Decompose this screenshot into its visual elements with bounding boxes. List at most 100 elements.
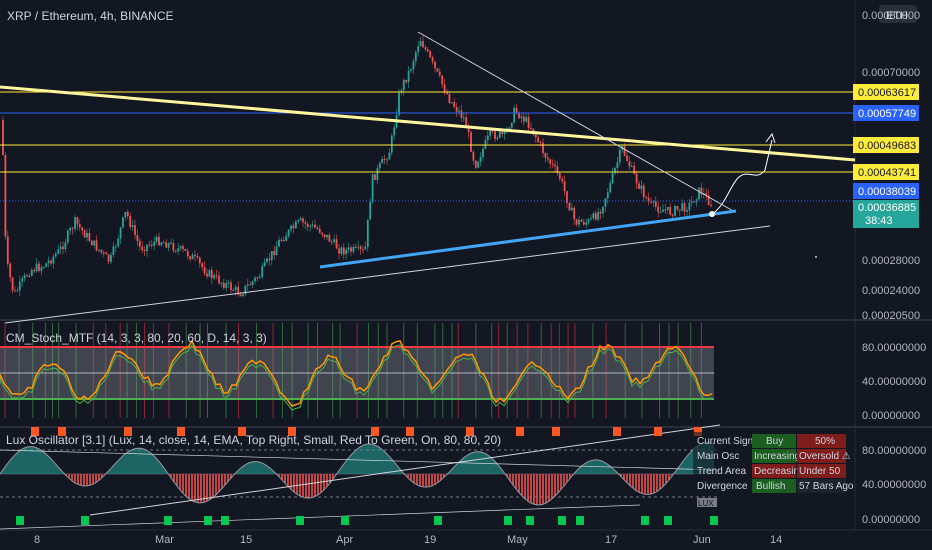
lux-dashboard: Current Signal Main Osc Trend Area Diver… [693,432,854,508]
candle [213,275,216,279]
candle [38,263,40,271]
buy-signal-icon [81,516,89,525]
price-pane[interactable]: XRP / Ethereum, 4h, BINANCE [0,9,856,324]
lux-divergence-line-3 [0,504,641,530]
candle [278,239,280,247]
candle [381,158,384,164]
candle [309,225,312,227]
lux-cell-osc-state-text: Oversold ⚠ [799,451,851,462]
candle [76,217,79,225]
candle [194,254,196,257]
candle [314,224,316,228]
candle [522,116,525,122]
candle [170,242,172,244]
candle [90,240,93,246]
candle [669,206,672,215]
candle [664,209,667,211]
candle [604,198,607,207]
currency-button[interactable] [879,5,917,23]
candle [623,145,626,156]
candle [556,166,559,174]
lux-cell-signal-text: Buy [766,436,783,447]
candle [542,142,544,154]
candle [292,225,295,229]
candle [138,240,141,247]
candle [654,201,657,207]
candle [2,120,4,155]
candle [561,178,564,182]
level-tag-1[interactable] [853,84,919,100]
lux-cell-trend-state-text: Under 50 [799,466,841,477]
candle [122,217,124,228]
candle [162,242,165,244]
projection-path[interactable] [711,139,773,215]
candle [273,251,276,256]
lux-cell-signal [752,434,796,448]
candle [434,61,436,69]
candle [66,230,69,243]
candle [249,284,252,286]
currency-label[interactable]: ETH [886,10,908,22]
buy-signal-icon [204,516,212,525]
candle [683,203,686,212]
candle [592,213,595,219]
lux-badge-text: LUX [698,499,714,508]
candle [455,106,458,112]
candle [489,130,492,136]
candle [405,79,408,83]
candle [52,256,55,264]
candle [294,221,297,229]
candle [369,202,372,220]
lux-cell-signal-pct-text: 50% [815,436,835,447]
candle [117,238,120,247]
stoch-tick-1: 40.00000000 [862,376,926,388]
level-tag-4[interactable] [853,164,919,180]
time-axis[interactable]: 8 Mar 15 Apr 19 May 17 Jun 14 [0,529,932,546]
candle [688,202,691,211]
candle [6,236,9,264]
candle [626,155,628,161]
blue-support-line[interactable] [319,209,737,269]
sell-signal-icon [124,427,132,436]
stoch-title: CM_Stoch_MTF (14, 3, 3, 80, 20, 60, D, 1… [6,331,267,345]
candle [402,79,405,91]
candle [261,266,264,277]
candle [150,244,153,246]
candle [210,270,213,279]
candle [633,165,636,174]
lux-pane[interactable]: Lux Oscillator [3.1] (Lux, 14, close, 14… [0,424,926,530]
yellow-trendline[interactable] [0,85,856,162]
lower-support-line[interactable] [4,225,771,324]
candle [671,214,674,216]
level-tag-3-text: 0.00049683 [858,140,916,152]
candle [57,249,60,254]
candle [81,227,84,231]
candle [220,282,223,284]
lux-row-label-3: Divergence [697,481,748,492]
level-tag-2[interactable] [853,105,919,121]
projection-start-point[interactable] [709,211,715,217]
descending-trendline[interactable] [417,31,736,213]
candle [486,135,489,141]
candle [609,182,612,193]
buy-signal-icon [641,516,649,525]
candle [222,282,225,288]
candle [189,256,192,260]
candle [496,137,499,140]
candle [148,244,151,246]
level-tag-3[interactable] [853,137,919,153]
time-label-8: 14 [770,534,782,546]
lux-cell-osc [752,449,796,463]
candle [587,219,590,223]
price-axis[interactable]: 0.00080000 ETH 0.00070000 0.00028000 0.0… [853,5,920,322]
candle [520,116,523,119]
stoch-pane[interactable]: CM_Stoch_MTF (14, 3, 3, 80, 20, 60, D, 1… [0,323,926,422]
buy-signal-icon [296,516,304,525]
candle [71,228,74,230]
candle [42,266,45,268]
candle [64,242,67,250]
level-tag-5[interactable] [853,183,919,199]
last-price-tag[interactable] [853,200,919,228]
candle [585,222,588,225]
